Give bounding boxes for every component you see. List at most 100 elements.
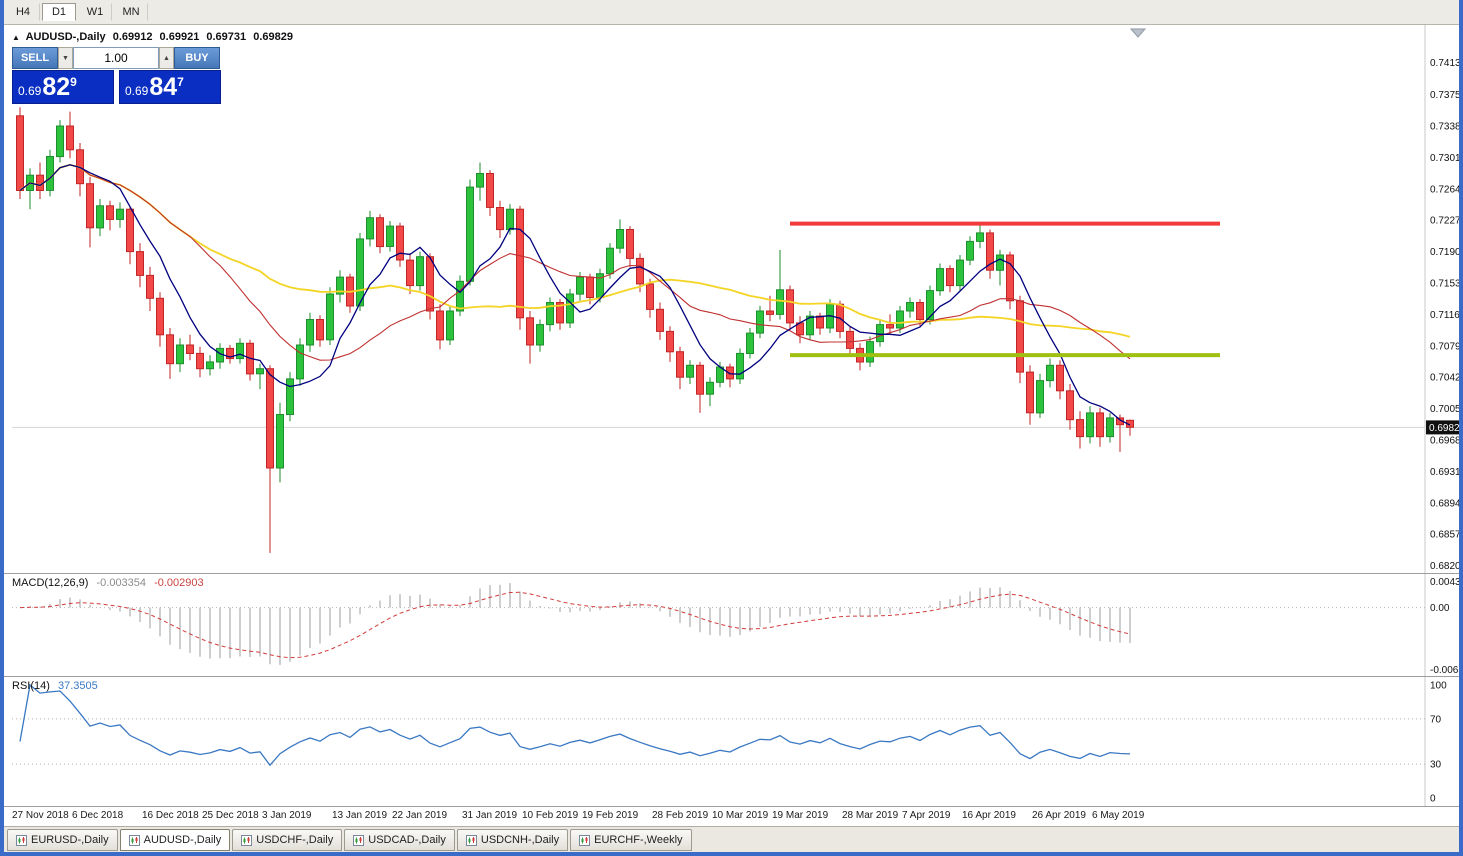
buy-button[interactable]: BUY	[174, 47, 220, 69]
chart-icon	[128, 834, 140, 846]
volume-decrease-button[interactable]: ▼	[58, 47, 73, 69]
volume-input[interactable]	[73, 47, 159, 69]
chart-tab-eurusd[interactable]: EURUSD-,Daily	[7, 829, 118, 851]
chart-tab-label: USDCHF-,Daily	[256, 834, 334, 846]
sell-price-pipette: 9	[70, 75, 77, 89]
date-label: 28 Mar 2019	[842, 810, 899, 821]
ma-18-line	[19, 164, 1131, 361]
period-bar: H4 D1 W1 MN	[4, 0, 1459, 25]
chart-tab-label: USDCAD-,Daily	[368, 834, 446, 846]
period-button-d1[interactable]: D1	[42, 3, 76, 21]
candlestick-series	[16, 107, 1134, 553]
chart-tab-usdcad[interactable]: USDCAD-,Daily	[344, 829, 455, 851]
scroll-shift-marker-icon[interactable]	[1129, 28, 1147, 38]
period-button-w1[interactable]: W1	[78, 3, 112, 21]
svg-text:0.00: 0.00	[1430, 603, 1450, 614]
macd-indicator-panel: 0.0043310.00-0.006371 MACD(12,26,9) -0.0…	[4, 573, 1459, 676]
sell-button[interactable]: SELL	[12, 47, 58, 69]
chart-tab-label: AUDUSD-,Daily	[143, 834, 222, 846]
macd-axis[interactable]: 0.004331 0.00 -0.006371	[1430, 577, 1459, 676]
current-price-tag: 0.69829	[1426, 420, 1459, 435]
chart-icon	[465, 834, 477, 846]
date-label: 16 Apr 2019	[962, 810, 1016, 821]
sell-price-display[interactable]: 0.69 82 9	[12, 70, 114, 104]
chart-tab-label: EURUSD-,Daily	[31, 834, 109, 846]
date-label: 13 Jan 2019	[332, 810, 388, 821]
chart-icon	[16, 834, 27, 846]
ma-38-line	[19, 163, 1131, 338]
time-axis[interactable]: 27 Nov 2018 6 Dec 2018 16 Dec 2018 25 Dec 2…	[4, 806, 1459, 826]
date-label: 31 Jan 2019	[462, 810, 518, 821]
macd-chart-canvas[interactable]: 0.004331 0.00 -0.006371	[4, 574, 1459, 676]
svg-text:0.004331: 0.004331	[1430, 577, 1459, 588]
date-label: 27 Nov 2018	[12, 810, 69, 821]
chart-icon	[579, 834, 591, 846]
one-click-trading-panel: SELL ▼ ▲ BUY 0.69 82 9 0.69 84 7	[12, 47, 222, 104]
date-label: 6 Dec 2018	[72, 810, 124, 821]
chart-tab-bar: EURUSD-,Daily AUDUSD-,Daily USDCHF-,Daily U…	[4, 826, 1459, 852]
date-label: 19 Mar 2019	[772, 810, 829, 821]
buy-price-big: 84	[149, 73, 178, 101]
rsi-line	[19, 683, 1131, 767]
chart-tab-label: USDCNH-,Daily	[480, 834, 560, 846]
chart-tab-audusd[interactable]: AUDUSD-,Daily	[119, 829, 231, 851]
volume-increase-button[interactable]: ▲	[159, 47, 174, 69]
sell-price-big: 82	[42, 73, 71, 101]
date-label: 10 Mar 2019	[712, 810, 769, 821]
period-button-mn[interactable]: MN	[114, 3, 148, 21]
rsi-indicator-panel: 100 70 30 0 RSI(14) 37.3505	[4, 676, 1459, 806]
date-label: 25 Dec 2018	[202, 810, 259, 821]
chart-tab-usdchf[interactable]: USDCHF-,Daily	[232, 829, 343, 851]
ma-7-line	[19, 164, 1131, 426]
date-label: 6 May 2019	[1092, 810, 1145, 821]
date-label: 16 Dec 2018	[142, 810, 199, 821]
chart-tab-eurchf[interactable]: EURCHF-,Weekly	[570, 829, 692, 851]
chart-icon	[353, 834, 365, 846]
svg-text:-0.006371: -0.006371	[1430, 665, 1459, 676]
period-button-h4[interactable]: H4	[6, 3, 40, 21]
svg-text:30: 30	[1430, 760, 1442, 771]
buy-price-display[interactable]: 0.69 84 7	[119, 70, 221, 104]
date-label: 10 Feb 2019	[522, 810, 579, 821]
rsi-chart-canvas[interactable]: 100 70 30 0	[4, 677, 1459, 806]
chart-tab-usdcnh[interactable]: USDCNH-,Daily	[456, 829, 569, 851]
date-label: 7 Apr 2019	[902, 810, 951, 821]
buy-price-prefix: 0.69	[125, 84, 149, 98]
date-label: 19 Feb 2019	[582, 810, 639, 821]
svg-text:0: 0	[1430, 794, 1436, 805]
buy-price-pipette: 7	[177, 75, 184, 89]
svg-text:0.69829: 0.69829	[1429, 423, 1459, 434]
macd-histogram	[29, 583, 1131, 665]
date-label: 26 Apr 2019	[1032, 810, 1086, 821]
chart-icon	[241, 834, 253, 846]
date-label: 22 Jan 2019	[392, 810, 448, 821]
macd-signal-line	[19, 591, 1131, 659]
chart-tab-label: EURCHF-,Weekly	[594, 834, 683, 846]
rsi-axis[interactable]: 100 70 30 0	[1430, 681, 1447, 805]
svg-text:70: 70	[1430, 714, 1442, 725]
svg-text:100: 100	[1430, 681, 1447, 692]
date-label: 3 Jan 2019	[262, 810, 312, 821]
sell-price-prefix: 0.69	[18, 84, 42, 98]
date-label: 28 Feb 2019	[652, 810, 709, 821]
